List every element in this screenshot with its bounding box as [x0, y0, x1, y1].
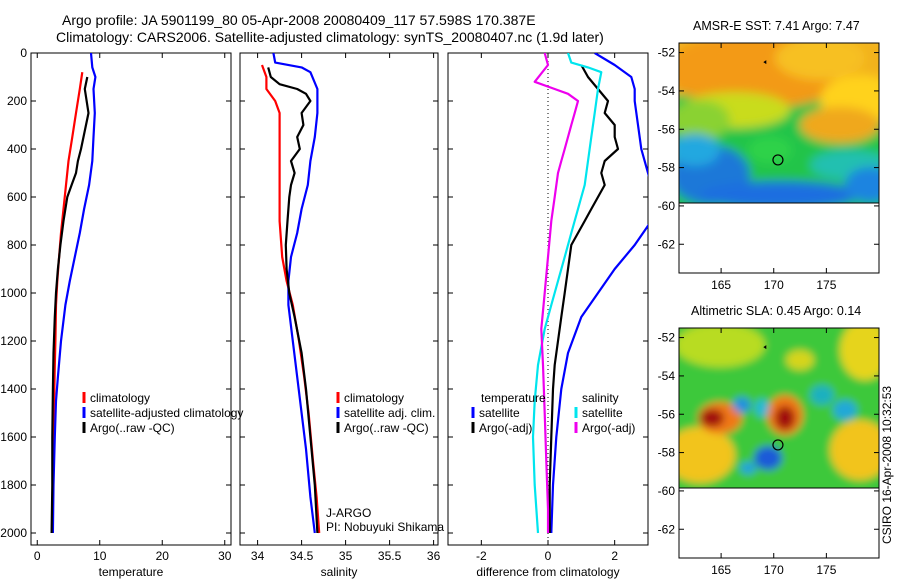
x-tick-label: 35	[339, 549, 353, 563]
y-tick-label: -58	[658, 446, 676, 460]
profile-panel-difference: -2 0 2 difference from climatology temperatu…	[447, 52, 649, 579]
legend-label: Argo(-adj)	[582, 421, 635, 435]
x-tick-label: 175	[816, 278, 836, 292]
y-tick-label: -54	[658, 369, 676, 383]
map-frame	[678, 327, 880, 559]
series-line-2	[50, 76, 90, 534]
y-tick-label: -58	[658, 161, 676, 175]
plot-frame	[447, 52, 649, 546]
series-line-1	[51, 53, 97, 534]
series-line-2	[267, 67, 319, 534]
x-axis-label: temperature	[99, 565, 164, 579]
series-line-2	[531, 53, 603, 534]
x-tick-label: 2	[611, 549, 618, 563]
legend-label: Argo(..raw -QC)	[344, 421, 429, 435]
series-line-0	[51, 72, 84, 534]
sla-map-title: Altimetric SLA: 0.45 Argo: 0.14	[691, 304, 862, 318]
direction-marker	[763, 60, 767, 65]
x-tick-label: 170	[764, 278, 784, 292]
series-line-0	[550, 53, 648, 534]
series-group	[50, 53, 97, 534]
argo-position-marker	[772, 439, 784, 451]
legend-label: climatology	[344, 391, 404, 405]
y-tick-label: 400	[7, 142, 27, 156]
y-tick-label: -52	[658, 331, 676, 345]
legend-label: satellite adj. clim.	[344, 406, 435, 420]
y-tick-label: 800	[7, 238, 27, 252]
y-tick-label: 1000	[0, 286, 27, 300]
plot-frame	[239, 52, 439, 546]
map-frame	[678, 42, 880, 274]
y-tick-label: -62	[658, 522, 676, 536]
x-tick-label: 30	[218, 549, 232, 563]
y-tick-label: -56	[658, 122, 676, 136]
x-tick-label: 0	[545, 549, 552, 563]
y-tick-label: 1200	[0, 334, 27, 348]
x-tick-label: 165	[711, 563, 731, 577]
legend-label: Argo(-adj)	[479, 421, 532, 435]
x-tick-label: 36	[427, 549, 441, 563]
annotation-text: PI: Nobuyuki Shikama	[326, 520, 444, 534]
figure-title-line-1: Argo profile: JA 5901199_80 05-Apr-2008 …	[62, 12, 536, 28]
y-tick-label: 1600	[0, 430, 27, 444]
y-tick-label: -54	[658, 84, 676, 98]
y-tick-label: -60	[658, 484, 676, 498]
figure-title-line-2: Climatology: CARS2006. Satellite-adjuste…	[56, 29, 604, 45]
sla-field	[679, 328, 879, 488]
y-tick-label: -52	[658, 46, 676, 60]
x-tick-label: 175	[816, 563, 836, 577]
x-tick-label: 20	[156, 549, 170, 563]
x-tick-label: 34	[251, 549, 265, 563]
annotation-text: J-ARGO	[326, 506, 371, 520]
y-tick-label: -60	[658, 199, 676, 213]
x-tick-label: 34.5	[290, 549, 314, 563]
x-tick-label: 170	[764, 563, 784, 577]
y-tick-label: 600	[7, 190, 27, 204]
x-tick-label: 35.5	[378, 549, 402, 563]
y-tick-label: 200	[7, 94, 27, 108]
series-group	[260, 53, 321, 534]
direction-marker	[763, 345, 767, 350]
y-tick-label: 0	[20, 46, 27, 60]
x-tick-label: 0	[34, 549, 41, 563]
y-tick-label: -56	[658, 407, 676, 421]
legend-label: satellite	[479, 406, 520, 420]
x-tick-label: 165	[711, 278, 731, 292]
plot-frame	[30, 52, 232, 546]
y-tick-label: 2000	[0, 526, 27, 540]
argo-position-marker	[772, 154, 784, 166]
x-axis-label: salinity	[321, 565, 358, 579]
legend-header: salinity	[582, 391, 619, 405]
map-panel-sst: -52 -54 -56 -58 -60 -62 165 170 175	[658, 42, 880, 292]
profile-panel-temperature: 0 10 20 30 0 200 400 600 800 1000 1200 1400 1600 1800…	[0, 46, 243, 579]
map-panel-sla: -52 -54 -56 -58 -60 -62 165 170 175	[658, 327, 880, 577]
legend-label: satellite	[582, 406, 623, 420]
series-line-3	[533, 53, 580, 533]
series-line-1	[272, 53, 319, 534]
legend-header: temperature	[481, 391, 546, 405]
y-tick-label: 1800	[0, 478, 27, 492]
y-tick-label: 1400	[0, 382, 27, 396]
x-axis-label: difference from climatology	[476, 565, 619, 579]
x-tick-label: -2	[476, 549, 487, 563]
x-tick-label: 10	[93, 549, 107, 563]
profile-panel-salinity: 34 34.5 35 35.5 36 salinity climatologysatelli…	[239, 52, 444, 579]
legend-label: satellite-adjusted climatology	[90, 406, 243, 420]
series-line-1	[548, 64, 620, 533]
y-tick-label: -62	[658, 237, 676, 251]
legend-label: Argo(..raw -QC)	[90, 421, 175, 435]
sst-field	[679, 43, 879, 203]
sst-map-title: AMSR-E SST: 7.41 Argo: 7.47	[693, 19, 860, 33]
series-group	[531, 53, 648, 534]
legend-label: climatology	[90, 391, 150, 405]
